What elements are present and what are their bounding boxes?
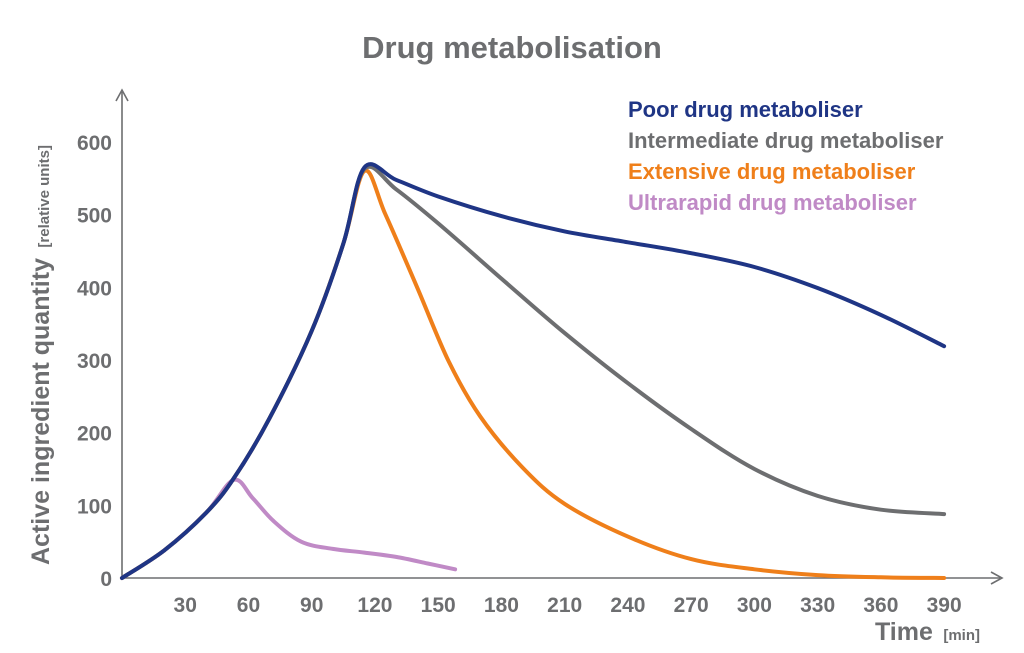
series-line-intermediate (120, 164, 947, 580)
x-axis-label: Time (875, 618, 933, 646)
y-tick-label: 0 (100, 568, 112, 591)
series-line-ultrarapid (120, 477, 458, 580)
y-tick-label: 500 (77, 205, 112, 228)
x-tick-label: 330 (800, 594, 835, 617)
y-axis-unit: [relative units] (36, 145, 53, 248)
y-axis-label: Active ingredient quantity (27, 258, 55, 565)
x-tick-label: 360 (863, 594, 898, 617)
y-tick-labels: 0 100 200 300 400 500 600 (77, 132, 112, 591)
x-axis-unit: [min] (943, 627, 980, 644)
y-axis-title: Active ingredient quantity [relative uni… (27, 145, 55, 565)
legend-item-extensive: Extensive drug metaboliser (628, 159, 916, 184)
x-tick-labels: 30 60 90 120 150 180 210 240 270 300 330 360 390 (174, 594, 962, 617)
series-line-extensive (120, 168, 947, 580)
x-tick-label: 390 (927, 594, 962, 617)
legend: Poor drug metaboliser Intermediate drug m… (628, 97, 944, 215)
x-tick-label: 270 (674, 594, 709, 617)
y-tick-label: 600 (77, 132, 112, 155)
x-axis-arrow (990, 571, 1004, 585)
y-tick-label: 400 (77, 277, 112, 300)
x-tick-label: 210 (547, 594, 582, 617)
x-tick-label: 150 (421, 594, 456, 617)
series-line-poor (120, 162, 947, 580)
y-tick-label: 300 (77, 350, 112, 373)
chart-title: Drug metabolisation (362, 30, 662, 65)
y-tick-label: 200 (77, 423, 112, 446)
x-axis-title: Time [min] (875, 618, 980, 646)
x-tick-label: 120 (357, 594, 392, 617)
series-lines (120, 162, 947, 580)
legend-item-ultrarapid: Ultrarapid drug metaboliser (628, 190, 917, 215)
x-tick-label: 180 (484, 594, 519, 617)
x-tick-label: 30 (174, 594, 197, 617)
x-tick-label: 300 (737, 594, 772, 617)
legend-item-intermediate: Intermediate drug metaboliser (628, 128, 944, 153)
x-tick-label: 90 (300, 594, 323, 617)
legend-item-poor: Poor drug metaboliser (628, 97, 863, 122)
y-tick-label: 100 (77, 495, 112, 518)
y-axis-arrow (115, 88, 129, 102)
x-tick-label: 240 (610, 594, 645, 617)
x-tick-label: 60 (237, 594, 260, 617)
